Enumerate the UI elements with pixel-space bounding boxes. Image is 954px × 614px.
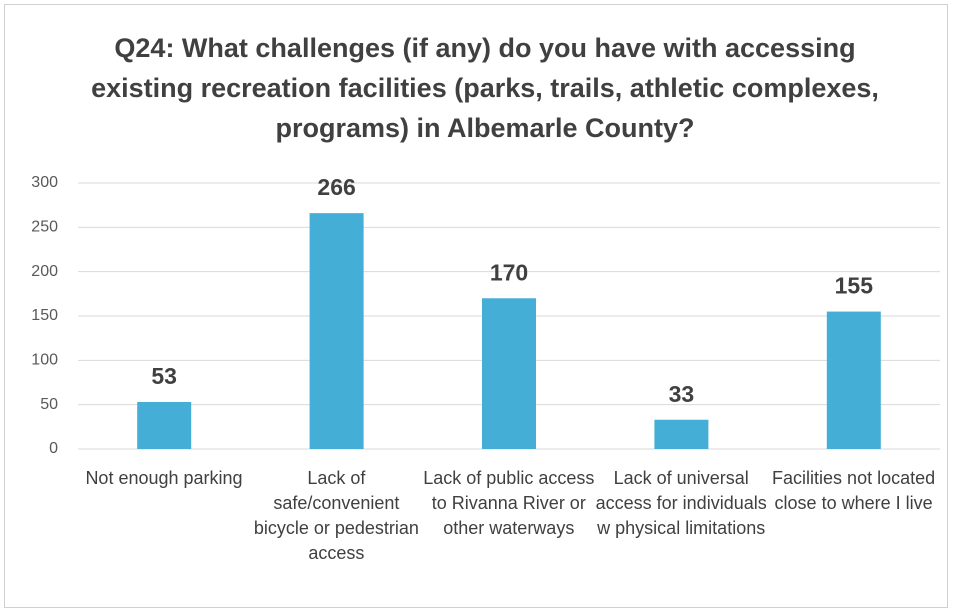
bar	[137, 402, 192, 449]
x-tick-label: Lack of universal access for individuals…	[595, 468, 767, 538]
y-tick-label: 250	[31, 219, 58, 236]
data-label: 155	[835, 273, 874, 299]
x-tick-label: Lack of public access to Rivanna River o…	[423, 468, 595, 538]
data-label: 33	[669, 381, 695, 407]
y-tick-label: 100	[31, 352, 58, 369]
y-tick-label: 50	[40, 396, 58, 413]
data-label: 53	[151, 363, 177, 389]
data-label: 170	[490, 259, 528, 285]
bar	[654, 419, 709, 449]
bar	[482, 298, 536, 449]
y-tick-label: 200	[31, 263, 58, 280]
x-tick-label: Not enough parking	[85, 468, 243, 488]
x-tick-label: Facilities not located close to where I …	[772, 468, 936, 513]
chart-title: Q24: What challenges (if any) do you hav…	[91, 33, 879, 143]
y-tick-label: 150	[31, 307, 58, 324]
x-tick-label: Lack of safe/convenient bicycle or pedes…	[253, 468, 419, 563]
bar	[826, 311, 881, 449]
y-tick-label: 0	[49, 440, 58, 457]
y-tick-label: 300	[31, 174, 58, 191]
data-label: 266	[317, 174, 355, 200]
bar	[309, 213, 364, 449]
chart-frame	[4, 4, 948, 608]
